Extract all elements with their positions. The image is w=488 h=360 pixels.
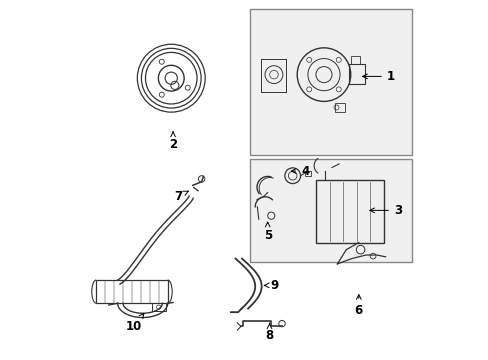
Bar: [348, 64, 365, 84]
Bar: [350, 56, 359, 64]
Bar: [304, 171, 310, 176]
Text: 3: 3: [369, 204, 401, 217]
Text: 7: 7: [174, 190, 188, 203]
Text: 6: 6: [354, 294, 362, 317]
Bar: [315, 180, 383, 243]
Bar: [249, 158, 411, 262]
Text: 10: 10: [125, 314, 143, 333]
Bar: [249, 9, 411, 155]
Text: 2: 2: [169, 132, 177, 151]
Bar: [96, 280, 167, 303]
Bar: [334, 103, 345, 112]
Text: 9: 9: [264, 279, 279, 292]
Bar: [151, 303, 165, 311]
Text: 5: 5: [263, 222, 271, 242]
Text: 8: 8: [265, 323, 273, 342]
Text: 4: 4: [291, 165, 309, 177]
Text: 1: 1: [362, 70, 394, 83]
